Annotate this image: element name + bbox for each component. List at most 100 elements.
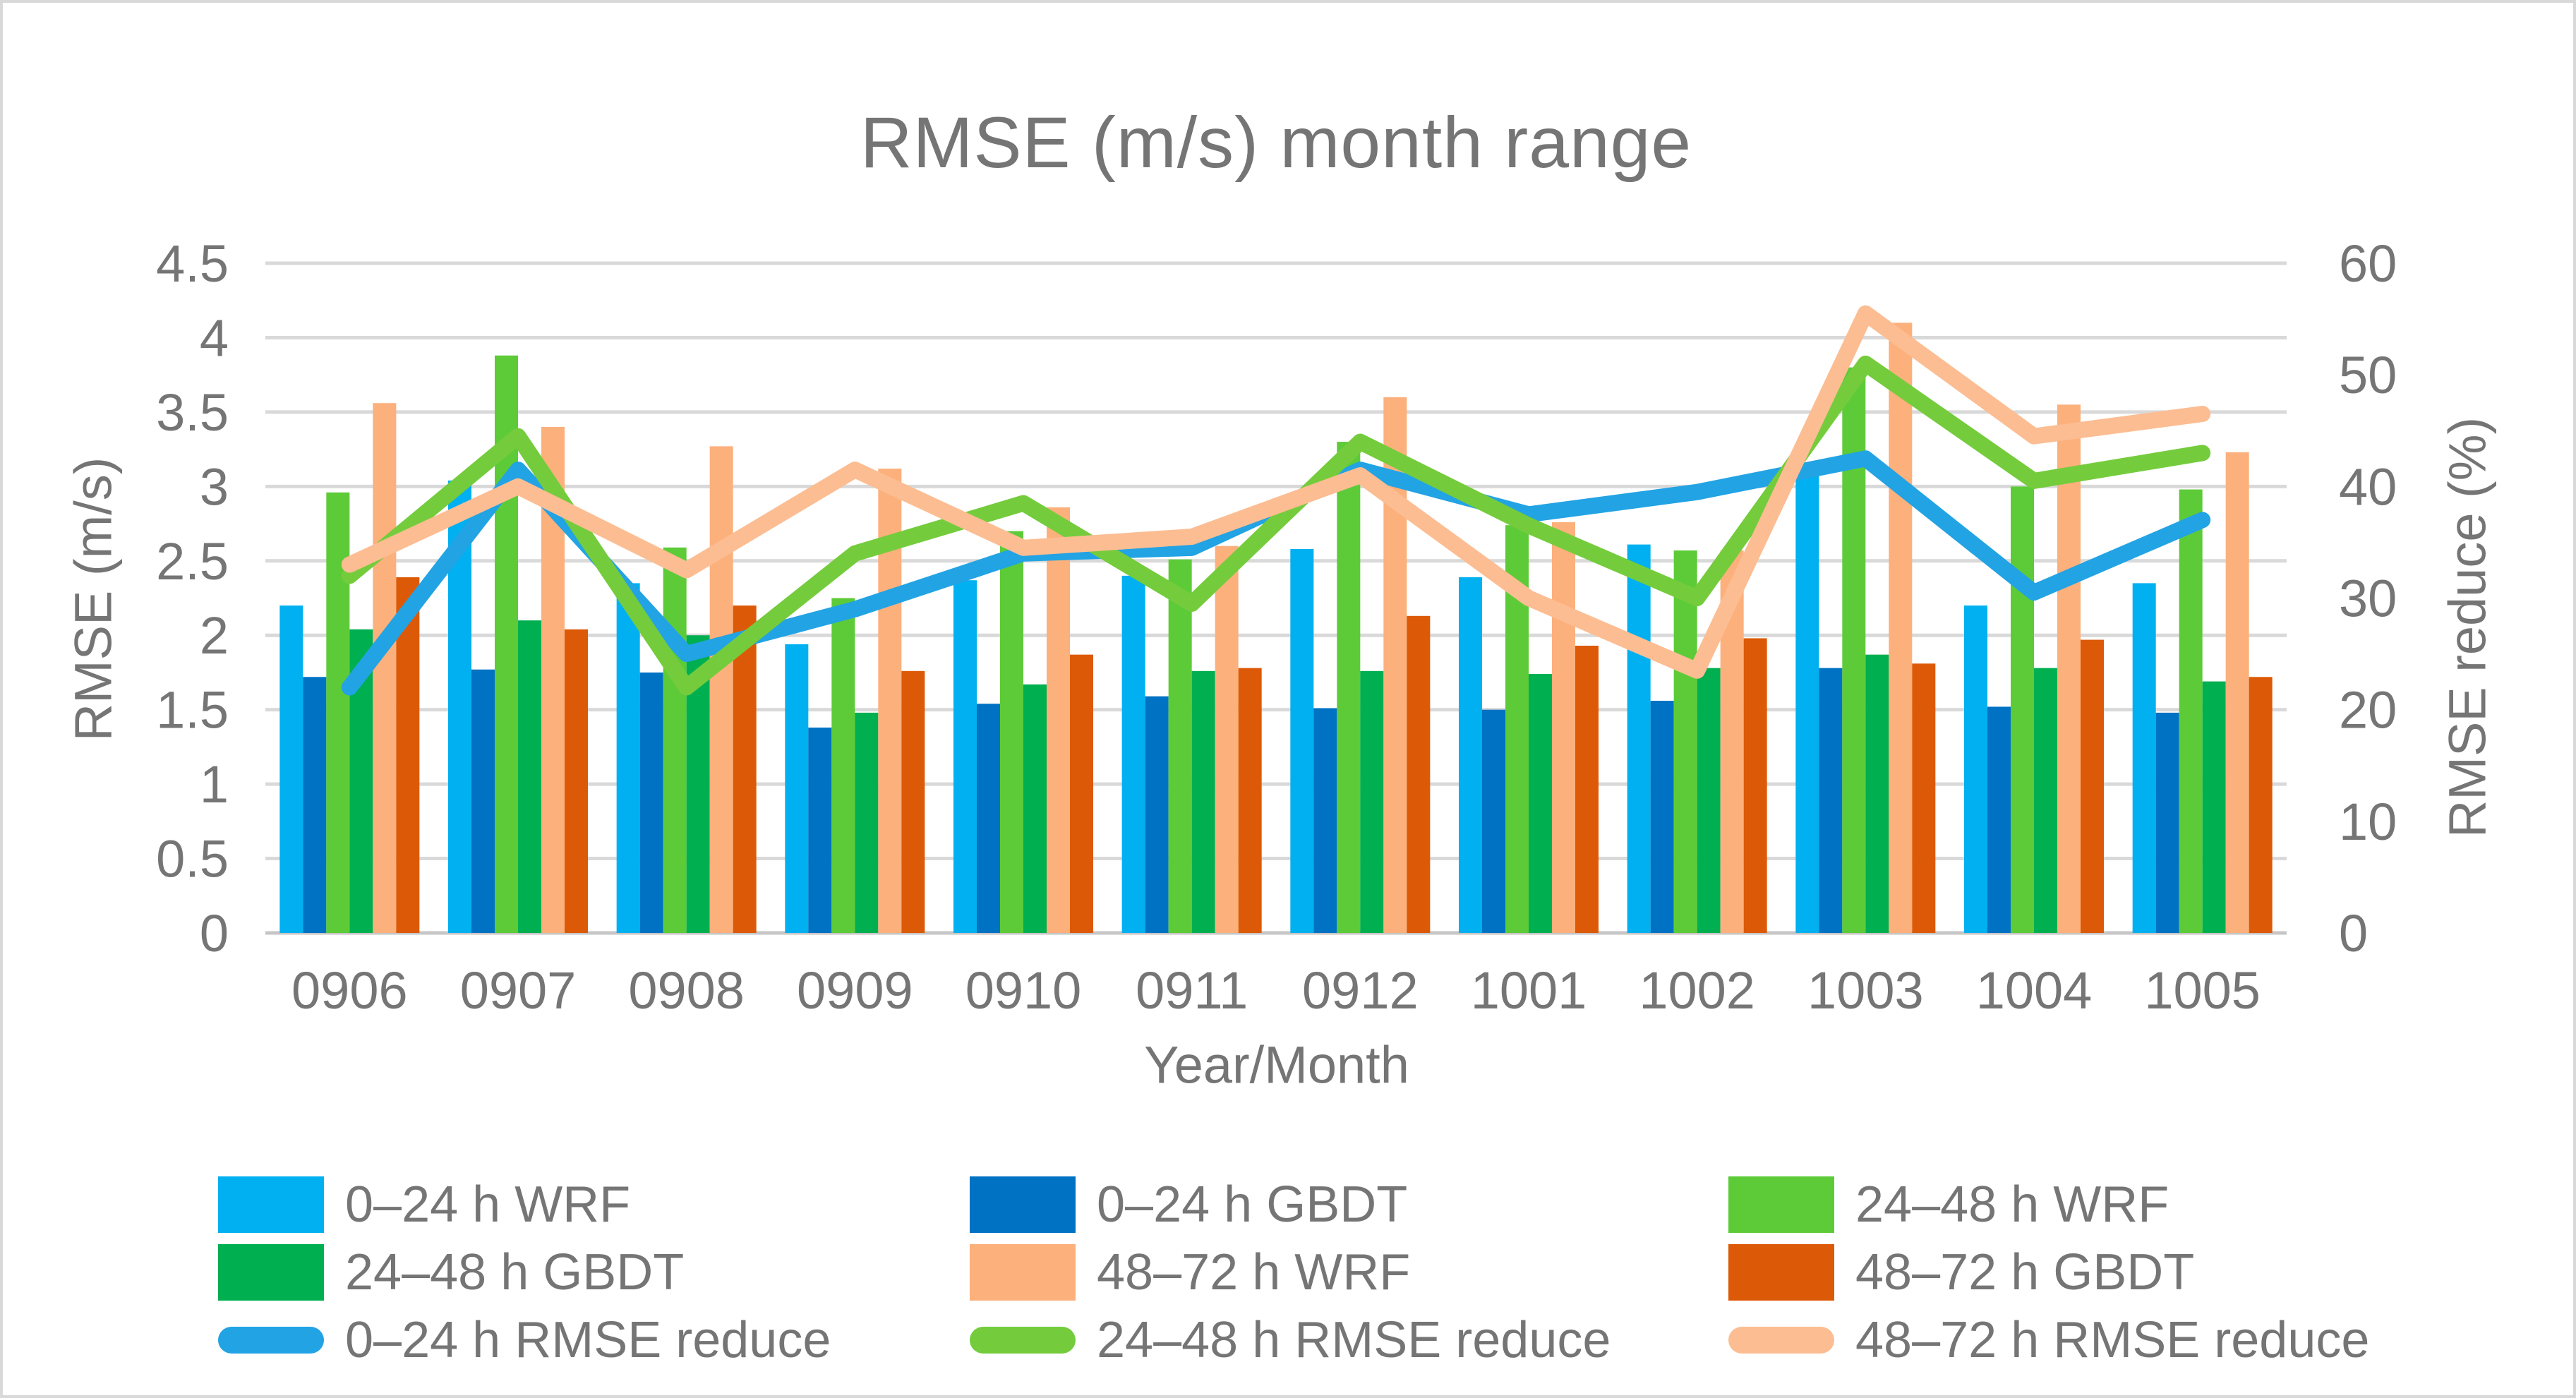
y-left-axis-title: RMSE (m/s) [64,457,123,742]
legend: 0–24 h WRF 0–24 h GBDT 24–48 h WRF 24–48 h … [218,1176,2371,1369]
y-left-tick-label: 4.5 [156,234,229,293]
bar-48–72 h GBDT-0908 [733,605,757,933]
bar-48–72 h WRF-1003 [1889,323,1913,933]
y-left-tick-label: 0.5 [156,830,229,888]
bar-48–72 h GBDT-0909 [901,670,925,933]
bar-48–72 h WRF-0910 [1047,507,1070,933]
bar-0–24 h GBDT-0908 [639,672,663,933]
y-left-tick-label: 3 [200,457,229,516]
bar-48–72 h GBDT-0910 [1070,654,1093,933]
bar-0–24 h GBDT-0910 [977,704,1000,933]
x-tick-label: 0909 [797,961,913,1020]
legend-label: 0–24 h RMSE reduce [345,1312,831,1368]
legend-item: 0–24 h WRF [218,1176,970,1234]
legend-item: 0–24 h GBDT [970,1176,1728,1234]
bar-0–24 h GBDT-1003 [1819,668,1843,933]
y-right-tick-label: 60 [2339,234,2397,293]
bar-48–72 h GBDT-1002 [1743,638,1767,933]
legend-line-swatch [1728,1327,1834,1354]
bar-0–24 h WRF-0909 [785,644,809,933]
x-tick-label: 0911 [1136,961,1248,1020]
x-tick-label: 1002 [1639,961,1755,1020]
bar-0–24 h WRF-1002 [1627,544,1651,933]
bar-0–24 h GBDT-1004 [1987,706,2011,933]
bar-0–24 h GBDT-0906 [303,677,327,933]
bar-24–48 h GBDT-1004 [2034,668,2057,933]
bar-0–24 h WRF-1004 [1964,605,1987,933]
bar-24–48 h GBDT-1003 [1865,654,1889,933]
bar-24–48 h WRF-1002 [1673,550,1697,933]
bar-0–24 h WRF-0912 [1290,548,1314,933]
legend-label: 0–24 h GBDT [1097,1176,1408,1233]
bar-48–72 h GBDT-1003 [1912,663,1936,933]
bar-0–24 h GBDT-1005 [2155,712,2179,933]
x-tick-label: 0906 [291,961,408,1020]
plot-area: 0 0.5 1 1.5 2 2.5 3 3.5 4 4.5 0 10 20 30 40 50 60 0906 090… [156,234,2397,1020]
bar-24–48 h GBDT-1001 [1529,674,1552,933]
bar-0–24 h WRF-0911 [1121,575,1145,933]
bar-24–48 h GBDT-1002 [1697,668,1721,933]
x-tick-label: 0908 [628,961,745,1020]
bar-0–24 h WRF-0908 [616,583,640,933]
legend-bar-swatch [1728,1244,1834,1301]
bar-24–48 h WRF-1004 [2011,486,2034,933]
bar-48–72 h GBDT-1004 [2081,639,2104,933]
legend-bar-swatch [970,1176,1076,1233]
bar-0–24 h WRF-0910 [953,580,977,933]
bar-48–72 h WRF-1005 [2225,452,2249,933]
bar-48–72 h GBDT-0912 [1407,615,1431,933]
legend-label: 0–24 h WRF [345,1176,631,1233]
x-axis-title: Year/Month [1144,1035,1409,1095]
bar-48–72 h WRF-1004 [2057,404,2081,933]
y-left-tick-label: 0 [200,904,229,963]
bar-48–72 h GBDT-1001 [1575,645,1599,933]
legend-label: 48–72 h GBDT [1855,1244,2195,1301]
legend-label: 48–72 h RMSE reduce [1855,1312,2370,1368]
y-left-tick-label: 1 [200,755,229,814]
x-tick-label: 0910 [965,961,1082,1020]
bar-0–24 h GBDT-0911 [1145,696,1169,933]
bar-0–24 h GBDT-0907 [471,669,495,933]
legend-bar-swatch [218,1176,324,1233]
y-left-tick-label: 1.5 [156,681,229,740]
bar-24–48 h GBDT-1005 [2202,681,2226,933]
bar-24–48 h WRF-0910 [1000,531,1023,933]
legend-bar-swatch [1728,1176,1834,1233]
x-tick-label: 1003 [1807,961,1924,1020]
y-right-tick-label: 50 [2339,346,2397,404]
x-tick-label: 1001 [1471,961,1587,1020]
bar-0–24 h GBDT-1002 [1650,701,1674,933]
bar-48–72 h WRF-0908 [709,446,733,933]
bar-48–72 h GBDT-0907 [565,629,588,933]
bar-0–24 h WRF-0906 [279,605,303,933]
x-tick-label: 0912 [1302,961,1419,1020]
y-right-tick-label: 40 [2339,457,2397,516]
legend-item: 0–24 h RMSE reduce [218,1311,970,1369]
legend-item: 24–48 h GBDT [218,1243,970,1301]
x-tick-label: 0907 [460,961,577,1020]
bar-0–24 h GBDT-1001 [1482,709,1505,933]
bar-0–24 h WRF-1003 [1795,469,1819,933]
bar-24–48 h GBDT-0907 [518,620,541,933]
y-right-tick-label: 0 [2339,904,2368,963]
bar-24–48 h WRF-1005 [2179,489,2203,933]
bar-24–48 h WRF-0912 [1337,442,1361,933]
legend-line-swatch [218,1327,324,1354]
bar-48–72 h GBDT-0906 [396,577,420,933]
y-right-tick-label: 20 [2339,681,2397,740]
bar-0–24 h WRF-1005 [2132,583,2156,933]
x-tick-label: 1004 [1976,961,2093,1020]
y-right-tick-label: 10 [2339,793,2397,851]
bar-24–48 h GBDT-0912 [1360,670,1384,933]
bar-24–48 h WRF-0909 [831,598,855,933]
legend-label: 48–72 h WRF [1097,1244,1411,1301]
y-right-tick-label: 30 [2339,570,2397,628]
bar-24–48 h GBDT-0910 [1023,684,1047,933]
bar-48–72 h WRF-1001 [1552,522,1575,933]
bar-48–72 h GBDT-1005 [2249,677,2273,933]
y-left-tick-label: 3.5 [156,383,229,442]
bar-0–24 h GBDT-0909 [808,727,832,933]
bar-48–72 h GBDT-0911 [1238,668,1262,933]
y-right-axis-title: RMSE reduce (%) [2438,416,2497,838]
